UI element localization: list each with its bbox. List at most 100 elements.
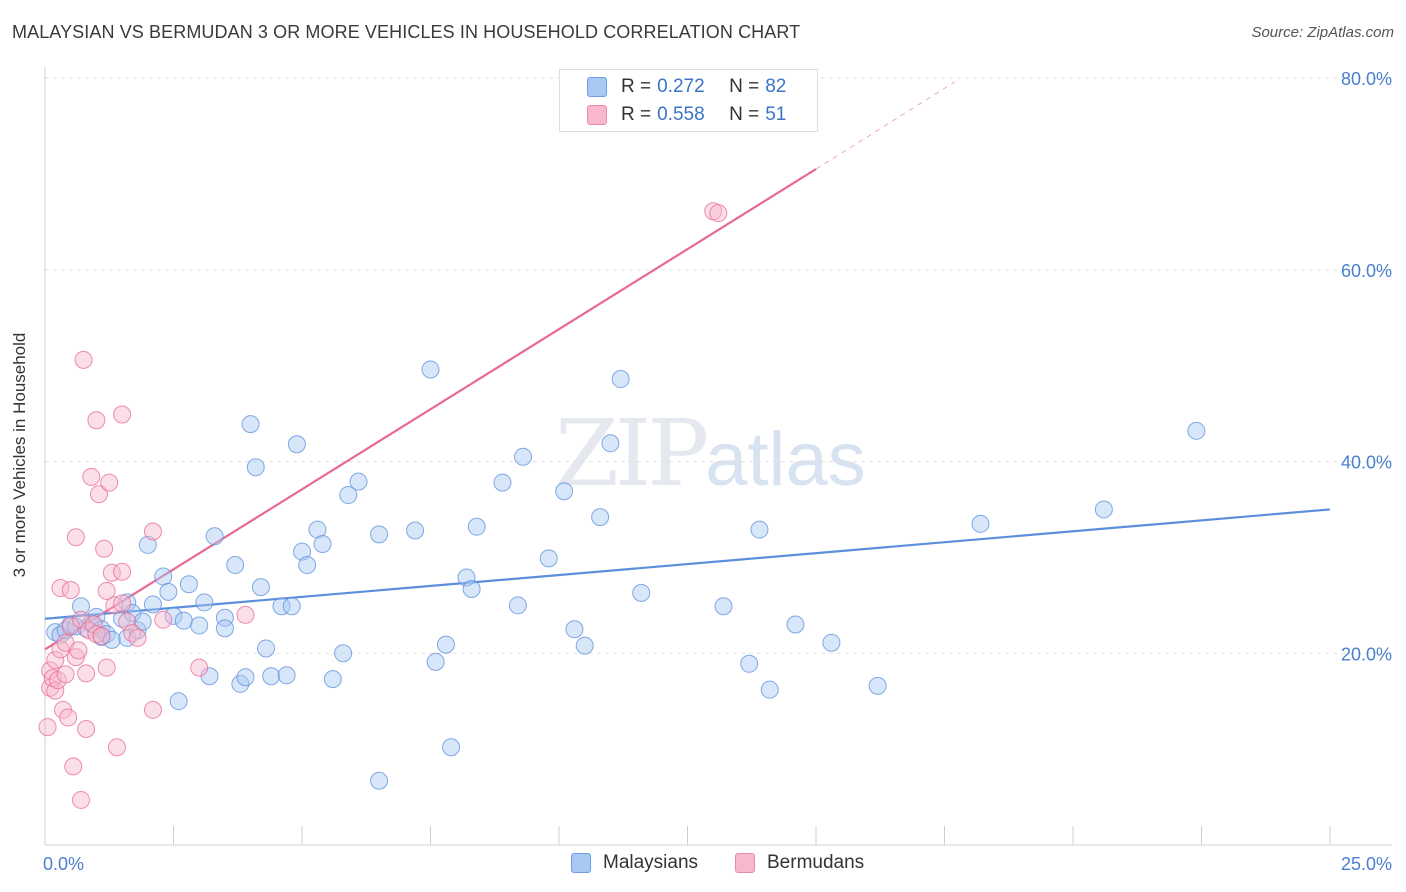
point-bermudans: [113, 405, 132, 424]
point-malaysians: [601, 434, 620, 453]
point-bermudans: [118, 612, 137, 631]
point-malaysians: [113, 609, 132, 628]
point-malaysians: [143, 595, 162, 614]
point-malaysians: [246, 458, 265, 477]
legend-n-label: N =: [729, 76, 760, 97]
point-malaysians: [786, 615, 805, 634]
source-label: Source: ZipAtlas.com: [1251, 24, 1394, 41]
point-malaysians: [575, 636, 594, 655]
point-bermudans: [143, 522, 162, 541]
point-malaysians: [750, 520, 769, 539]
legend-row-malaysians: R = 0.272 N = 82: [560, 73, 786, 101]
point-malaysians: [195, 593, 214, 612]
point-bermudans: [59, 708, 78, 727]
point-malaysians: [539, 549, 558, 568]
point-bermudans: [97, 581, 116, 600]
point-malaysians: [262, 667, 281, 686]
point-malaysians: [298, 556, 317, 575]
bottom-legend-swatch-malaysians: [571, 853, 591, 873]
point-malaysians: [313, 534, 332, 553]
point-malaysians: [277, 666, 296, 685]
point-bermudans: [113, 562, 132, 581]
point-malaysians: [1187, 421, 1206, 440]
point-bermudans: [87, 411, 106, 430]
legend-n-label: N =: [729, 104, 760, 125]
legend-r-label: R =: [621, 104, 652, 125]
point-malaysians: [323, 670, 342, 689]
point-bermudans: [105, 596, 124, 615]
point-malaysians: [179, 575, 198, 594]
point-malaysians: [174, 611, 193, 630]
tick-labels: 20.0% 40.0% 60.0% 80.0% 0.0% 25.0%: [43, 69, 1392, 874]
point-malaysians: [226, 556, 245, 575]
data-points: [38, 202, 1206, 809]
point-bermudans: [61, 617, 80, 636]
bottom-legend-bermudans: Bermudans: [735, 852, 864, 874]
point-malaysians: [426, 652, 445, 671]
point-malaysians: [462, 580, 481, 599]
point-malaysians: [493, 473, 512, 492]
y-tick-label: 60.0%: [1341, 261, 1392, 281]
correlation-legend: R = 0.272 N = 82 R = 0.558 N = 51: [559, 69, 818, 132]
point-malaysians: [760, 680, 779, 699]
trend-line-malaysians: [44, 508, 1331, 620]
bottom-legend-swatch-bermudans: [735, 853, 755, 873]
point-bermudans: [77, 719, 96, 738]
point-bermudans: [102, 563, 121, 582]
point-malaysians: [714, 597, 733, 616]
point-bermudans: [92, 626, 111, 645]
legend-r-value: 0.272: [657, 76, 705, 97]
point-bermudans: [82, 467, 101, 486]
point-bermudans: [107, 738, 126, 757]
legend-row-bermudans: R = 0.558 N = 51: [560, 101, 786, 129]
point-malaysians: [118, 628, 137, 647]
legend-swatch-bermudans: [587, 105, 607, 125]
point-bermudans: [236, 605, 255, 624]
point-malaysians: [868, 676, 887, 695]
point-bermudans: [113, 594, 132, 613]
point-malaysians: [611, 370, 630, 389]
point-malaysians: [282, 597, 301, 616]
point-bermudans: [69, 641, 88, 660]
point-malaysians: [632, 583, 651, 602]
point-malaysians: [138, 535, 157, 554]
point-bermudans: [64, 757, 83, 776]
x-tick-label-min: 0.0%: [43, 854, 84, 874]
point-bermudans: [154, 610, 173, 629]
point-bermudans: [61, 580, 80, 599]
point-malaysians: [251, 578, 270, 597]
point-bermudans: [190, 658, 209, 677]
point-malaysians: [190, 616, 209, 635]
point-bermudans: [56, 665, 75, 684]
point-malaysians: [822, 633, 841, 652]
point-malaysians: [467, 517, 486, 536]
point-bermudans: [123, 624, 142, 643]
point-malaysians: [334, 644, 353, 663]
legend-n-value: 82: [765, 76, 787, 97]
point-malaysians: [406, 521, 425, 540]
point-malaysians: [555, 482, 574, 501]
point-bermudans: [97, 658, 116, 677]
point-bermudans: [128, 628, 147, 647]
point-malaysians: [349, 472, 368, 491]
point-malaysians: [272, 597, 291, 616]
point-bermudans: [95, 539, 114, 558]
point-malaysians: [215, 619, 234, 638]
point-malaysians: [133, 612, 152, 631]
y-tick-label: 40.0%: [1341, 453, 1392, 473]
point-malaysians: [287, 435, 306, 454]
point-bermudans: [89, 485, 108, 504]
point-malaysians: [308, 520, 327, 539]
legend-swatch-malaysians: [587, 77, 607, 97]
y-tick-label: 20.0%: [1341, 644, 1392, 664]
point-malaysians: [205, 527, 224, 546]
point-malaysians: [457, 568, 476, 587]
point-malaysians: [257, 639, 276, 658]
y-tick-label: 80.0%: [1341, 69, 1392, 89]
point-bermudans: [71, 790, 90, 809]
legend-r-label: R =: [621, 76, 652, 97]
axes: [44, 67, 1392, 846]
point-malaysians: [293, 542, 311, 561]
trend-extension-bermudans: [815, 81, 956, 170]
